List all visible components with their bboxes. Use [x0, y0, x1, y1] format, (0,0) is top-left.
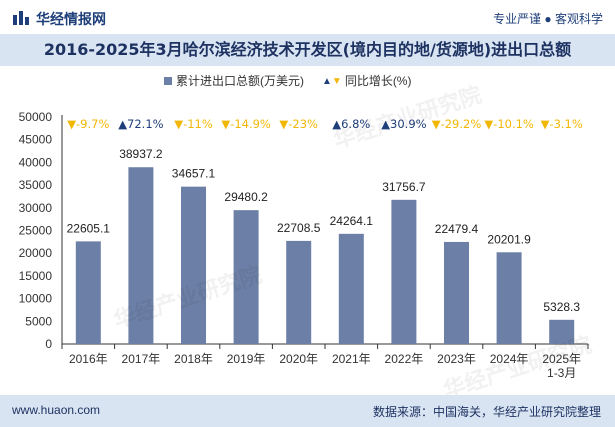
x-category-label: 2023年 [437, 352, 476, 366]
y-tick-label: 30000 [19, 201, 53, 215]
bar-value-label: 22708.5 [277, 221, 321, 235]
bar [233, 210, 259, 344]
legend-label-bar: 累计进出口总额(万美元) [176, 74, 304, 88]
bar-value-label: 20201.9 [487, 232, 531, 246]
legend: 累计进出口总额(万美元) ▲▼ 同比增长(%) [0, 70, 615, 90]
bar-value-label: 5328.3 [543, 300, 580, 314]
y-tick-label: 20000 [19, 246, 53, 260]
bar-value-label: 34657.1 [172, 167, 216, 181]
x-category-label: 2018年 [174, 352, 213, 366]
x-category-label: 2022年 [385, 352, 424, 366]
growth-label-down: ▼-14.9% [221, 117, 271, 131]
legend-swatch-bar [164, 77, 172, 85]
footer: www.huaon.com 数据来源：中国海关，华经产业研究院整理 [0, 395, 615, 427]
y-tick-label: 5000 [25, 314, 52, 328]
bar-value-label: 31756.7 [382, 180, 426, 194]
bar-chart-logo-icon [13, 11, 29, 25]
bar-value-label: 29480.2 [224, 190, 268, 204]
y-tick-label: 35000 [19, 178, 53, 192]
bar [444, 241, 469, 344]
website-link[interactable]: www.huaon.com [12, 403, 101, 417]
chart-title: 2016-2025年3月哈尔滨经济技术开发区(境内目的地/货源地)进出口总额 [43, 40, 572, 59]
up-triangle-icon: ▲ [322, 76, 332, 87]
bar-value-label: 24264.1 [330, 214, 374, 228]
data-source: 数据来源：中国海关，华经产业研究院整理 [372, 405, 601, 419]
growth-label-down: ▼-9.7% [67, 117, 109, 131]
growth-label-down: ▼-10.1% [484, 117, 534, 131]
bar-value-label: 22479.4 [435, 222, 479, 236]
bar [549, 319, 575, 344]
title-bar: 2016-2025年3月哈尔滨经济技术开发区(境内目的地/货源地)进出口总额 [0, 34, 615, 66]
x-category-label: 2024年 [490, 352, 529, 366]
bar [181, 186, 206, 344]
x-category-label: 2017年 [122, 352, 161, 366]
bar [496, 252, 522, 344]
x-category-label: 1-3月 [547, 366, 576, 380]
y-tick-label: 25000 [19, 224, 53, 238]
y-tick-label: 45000 [19, 133, 53, 147]
x-category-label: 2025年 [542, 352, 581, 366]
growth-label-down: ▼-23% [279, 117, 318, 131]
x-category-label: 2020年 [279, 352, 318, 366]
bar [391, 199, 417, 344]
y-tick-label: 15000 [19, 269, 53, 283]
down-triangle-icon: ▼ [331, 76, 342, 87]
growth-label-down: ▼-11% [174, 117, 213, 131]
y-tick-label: 40000 [19, 155, 53, 169]
growth-label-up: ▲30.9% [381, 117, 426, 131]
bar [338, 233, 364, 344]
brand-name: 华经情报网 [36, 11, 106, 27]
bar-value-label: 38937.2 [119, 147, 163, 161]
growth-label-up: ▲72.1% [118, 117, 163, 131]
bar [128, 167, 154, 344]
tagline: 专业严谨 ● 客观科学 [493, 12, 603, 26]
bar-value-label: 22605.1 [67, 221, 111, 235]
growth-label-down: ▼-3.1% [541, 117, 583, 131]
y-tick-label: 0 [45, 337, 52, 351]
bar-chart: 0 5000 10000 15000 20000 25000 30000 35000 40000… [19, 110, 589, 380]
bar [75, 241, 101, 344]
legend-item-growth: ▲▼ 同比增长(%) [322, 72, 411, 89]
y-tick-label: 50000 [19, 110, 53, 124]
legend-label-growth: 同比增长(%) [344, 74, 412, 88]
y-tick-label: 10000 [19, 292, 53, 306]
growth-label-down: ▼-29.2% [432, 117, 482, 131]
x-category-label: 2021年 [332, 352, 371, 366]
top-header: 华经情报网 专业严谨 ● 客观科学 [0, 0, 615, 34]
x-category-label: 2016年 [69, 352, 108, 366]
legend-item-bars: 累计进出口总额(万美元) [164, 72, 304, 89]
growth-label-up: ▲6.8% [332, 117, 370, 131]
x-category-label: 2019年 [227, 352, 266, 366]
bar [286, 240, 312, 344]
